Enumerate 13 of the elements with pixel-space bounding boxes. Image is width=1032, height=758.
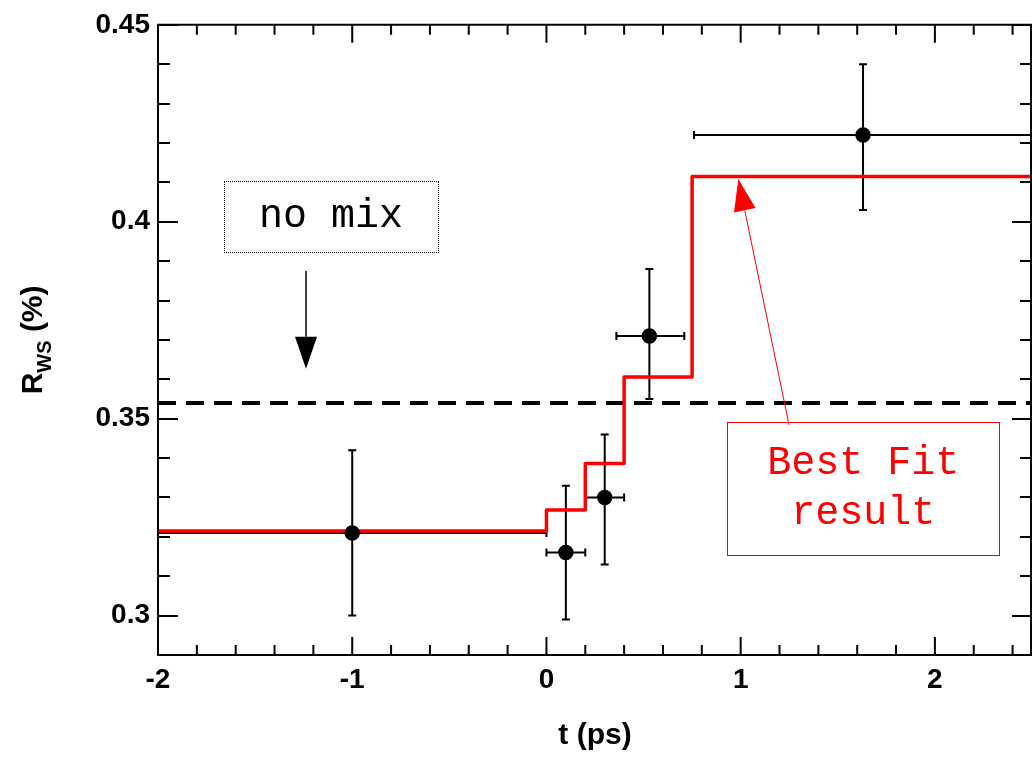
- y-tick-label: 0.45: [95, 7, 150, 39]
- annotation: Best Fit result: [766, 440, 961, 539]
- y-tick-label: 0.3: [111, 598, 150, 630]
- x-tick-label: 1: [732, 662, 749, 694]
- x-axis-title: t (ps): [558, 717, 632, 751]
- y-tick-label: 0.35: [95, 401, 150, 433]
- annotation: no mix: [259, 193, 404, 241]
- x-tick-label: -2: [145, 662, 171, 694]
- x-tick-label: 0: [538, 662, 555, 694]
- y-axis-title: RWS (%): [15, 285, 55, 395]
- y-tick-label: 0.4: [111, 204, 151, 236]
- x-tick-label: 2: [927, 662, 943, 694]
- x-tick-label: -1: [339, 662, 365, 694]
